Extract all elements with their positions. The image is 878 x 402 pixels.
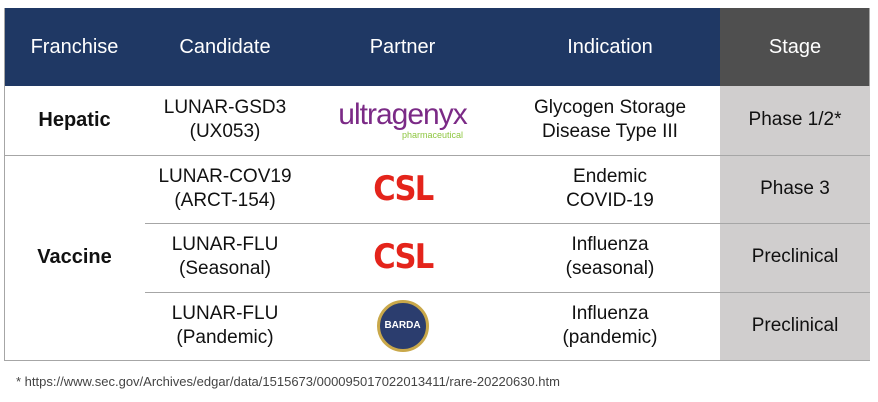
partner-cell: ultragenyx pharmaceutical	[305, 86, 500, 155]
stage-cell: Preclinical	[720, 223, 870, 292]
row-line	[145, 291, 870, 293]
logo-name: ultragenyx	[338, 98, 467, 132]
text-line: (seasonal)	[565, 258, 655, 280]
header-cell: Franchise	[4, 8, 145, 86]
header-cell: Stage	[720, 8, 870, 86]
row-line	[4, 154, 870, 156]
text-line: LUNAR-FLU	[171, 234, 279, 256]
text-line: LUNAR-FLU	[171, 302, 279, 324]
text-line: LUNAR-COV19	[158, 165, 292, 187]
logo-name: BARDA	[384, 313, 421, 338]
text-line: Endemic	[573, 165, 647, 187]
text-line: Glycogen Storage	[533, 97, 687, 119]
partner-cell: BARDA	[305, 292, 500, 361]
header-cell: Candidate	[145, 8, 305, 86]
text-line: (ARCT-154)	[174, 189, 276, 211]
partner-cell: CSL	[305, 155, 500, 224]
stage-cell: Preclinical	[720, 291, 870, 360]
text-line: Disease Type III	[542, 121, 678, 143]
border	[4, 360, 870, 361]
indication-cell: Influenza (seasonal)	[500, 223, 720, 292]
text-line: Influenza	[571, 302, 649, 324]
text-line: Influenza	[571, 234, 649, 256]
footnote: * https://www.sec.gov/Archives/edgar/dat…	[16, 374, 560, 389]
logo-seal: BARDA	[376, 299, 429, 352]
header-cell: Partner	[305, 8, 500, 86]
logo-name: CSL	[372, 168, 434, 209]
partner-cell: CSL	[305, 223, 500, 292]
candidate-cell: LUNAR-GSD3 (UX053)	[145, 86, 305, 155]
stage-cell: Phase 1/2*	[720, 86, 870, 155]
text-line: (UX053)	[189, 121, 261, 143]
candidate-cell: LUNAR-FLU (Pandemic)	[145, 292, 305, 361]
franchise-cell: Vaccine	[37, 246, 112, 269]
candidate-cell: LUNAR-COV19 (ARCT-154)	[145, 155, 305, 224]
franchise-cell: Hepatic	[38, 109, 111, 132]
indication-cell: Endemic COVID-19	[500, 155, 720, 224]
stage-cell: Phase 3	[720, 154, 870, 223]
border	[4, 8, 5, 360]
text-line: (pandemic)	[562, 326, 658, 348]
candidate-cell: LUNAR-FLU (Seasonal)	[145, 223, 305, 292]
row-line	[145, 223, 870, 224]
text-line: LUNAR-GSD3	[163, 97, 287, 119]
text-line: COVID-19	[566, 189, 654, 211]
indication-cell: Influenza (pandemic)	[500, 292, 720, 361]
text-line: (Seasonal)	[179, 258, 271, 280]
text-line: (Pandemic)	[176, 326, 274, 348]
logo-sub: pharmaceutical	[401, 130, 464, 141]
logo-name: CSL	[372, 237, 434, 278]
header-cell: Indication	[500, 8, 720, 86]
indication-cell: Glycogen Storage Disease Type III	[500, 86, 720, 155]
